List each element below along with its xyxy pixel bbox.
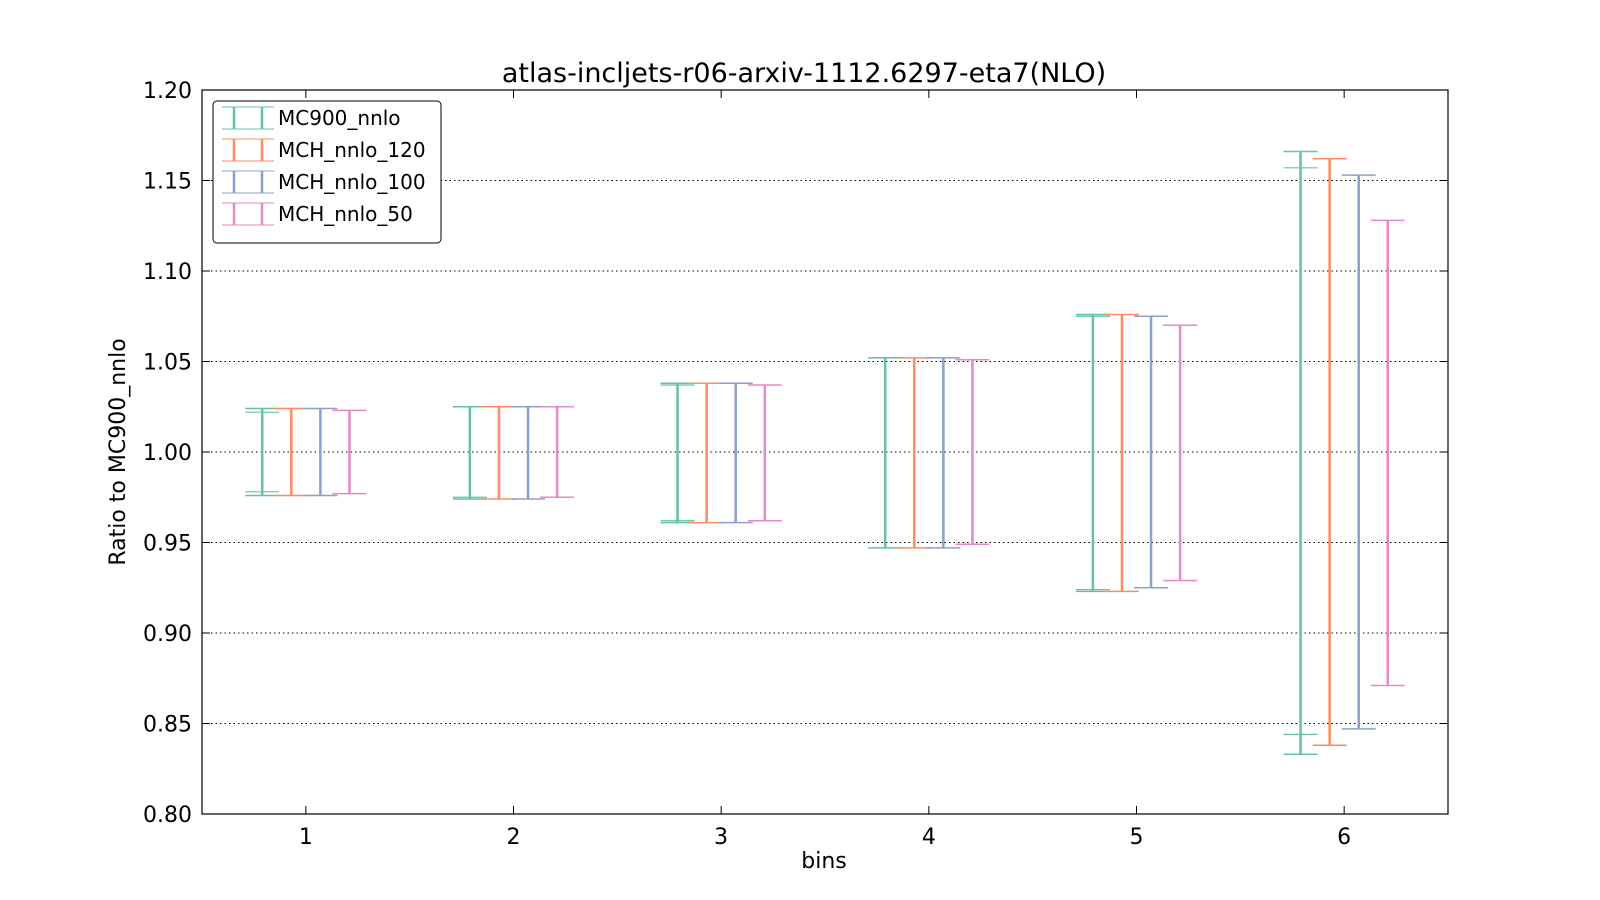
y-axis-title: Ratio to MC900_nnlo: [106, 338, 131, 565]
data-layer: [245, 150, 1405, 756]
x-tick-label: 5: [1130, 825, 1144, 850]
errorbar-MCH_nnlo_50: [955, 358, 990, 546]
errorbar-MCH_nnlo_120: [274, 407, 309, 497]
legend-entry: MCH_nnlo_100: [222, 170, 426, 194]
legend-box: [212, 100, 442, 244]
errorbar-MCH_nnlo_50: [540, 406, 575, 498]
y-tick-label: 0.90: [143, 622, 192, 647]
errorbar-MC900_nnlo: [1075, 313, 1110, 593]
errorbar-MCH_nnlo_50: [1370, 219, 1405, 687]
legend-label: MCH_nnlo_100: [278, 170, 426, 194]
errorbar-MCH_nnlo_50: [747, 384, 782, 522]
legend-entry: MCH_nnlo_50: [222, 202, 413, 226]
errorbar-MCH_nnlo_100: [1134, 315, 1169, 589]
legend-label: MCH_nnlo_120: [278, 138, 426, 162]
errorbar-MCH_nnlo_120: [1312, 158, 1347, 746]
legend-label: MCH_nnlo_50: [278, 202, 413, 226]
x-tick-label: 6: [1337, 825, 1351, 850]
legend-entry: MCH_nnlo_120: [222, 138, 426, 162]
y-tick-label: 0.95: [143, 532, 192, 557]
errorbar-MCH_nnlo_100: [718, 382, 753, 524]
errorbar-MCH_nnlo_120: [689, 382, 724, 524]
y-tick-label: 1.15: [143, 170, 192, 195]
x-tick-label: 3: [714, 825, 728, 850]
errorbar-MCH_nnlo_120: [481, 406, 516, 500]
errorbar-MCH_nnlo_100: [1341, 174, 1376, 730]
y-tick-label: 1.20: [143, 79, 192, 104]
chart-title: atlas-incljets-r06-arxiv-1112.6297-eta7(…: [502, 58, 1106, 89]
errorbar-MC900_nnlo: [868, 357, 903, 549]
errorbar-MCH_nnlo_120: [1104, 313, 1139, 593]
errorbar-MC900_nnlo: [452, 406, 487, 500]
y-tick-label: 0.80: [143, 803, 192, 828]
errorbar-MCH_nnlo_50: [332, 409, 367, 495]
errorbar-MCH_nnlo_100: [926, 357, 961, 549]
y-tick-label: 0.85: [143, 713, 192, 738]
y-tick-label: 1.10: [143, 260, 192, 285]
x-tick-label: 1: [299, 825, 313, 850]
x-tick-label: 2: [507, 825, 521, 850]
errorbar-MCH_nnlo_50: [1163, 324, 1198, 582]
legend-entry: MC900_nnlo: [222, 106, 401, 130]
axes: 0.80 0.85 0.90 0.95 1.00 1.05 1.10 1.15 1.20 1 2 3 4…: [143, 79, 1448, 850]
errorbar-MCH_nnlo_120: [897, 357, 932, 549]
x-tick-label: 4: [922, 825, 936, 850]
errorbar-MCH_nnlo_100: [303, 407, 338, 497]
y-tick-label: 1.05: [143, 351, 192, 376]
legend: MC900_nnlo MCH_nnlo_120 MCH_nnlo_100 MCH_nn…: [212, 100, 442, 244]
errorbar-MC900_nnlo: [660, 382, 695, 524]
legend-label: MC900_nnlo: [278, 106, 401, 130]
y-tick-label: 1.00: [143, 441, 192, 466]
errorbar-MC900_nnlo: [1283, 150, 1318, 756]
grid: [202, 180, 1448, 724]
x-axis-title: bins: [801, 849, 846, 874]
errorbar-MC900_nnlo: [245, 407, 280, 497]
errorbar-MCH_nnlo_100: [511, 406, 546, 500]
